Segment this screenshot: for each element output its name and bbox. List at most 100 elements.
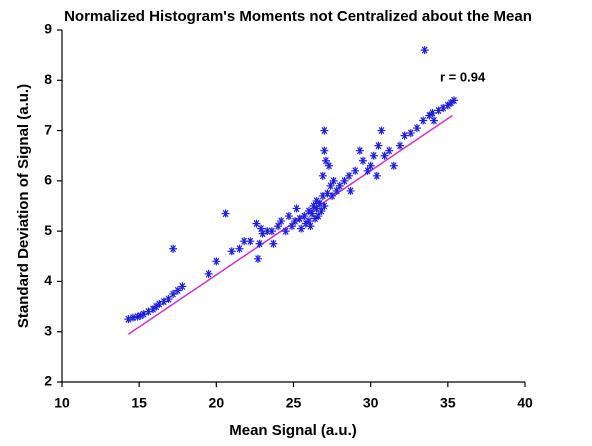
point [255,239,264,248]
point [406,129,415,138]
point [400,131,409,140]
point [173,286,182,295]
point [291,217,300,226]
point [152,302,161,311]
point [306,222,315,231]
point [240,237,249,246]
point [312,196,321,205]
x-tick-label: 40 [517,395,533,411]
point [324,161,333,170]
x-tick-label: 25 [286,395,302,411]
point [321,156,330,165]
point [340,176,349,185]
point [345,171,354,180]
y-tick-label: 7 [44,121,52,137]
y-axis-label: Standard Deviation of Signal (a.u.) [15,84,32,328]
point [257,224,266,233]
point [304,207,313,216]
point [235,244,244,253]
point [309,202,318,210]
point [221,209,230,218]
point [425,111,434,120]
point [164,295,173,304]
point [287,222,296,231]
point [159,297,168,306]
point [320,126,329,135]
point [320,202,329,210]
point [318,171,327,180]
point [254,254,263,263]
point [311,214,320,223]
point [252,219,261,228]
point [358,156,367,165]
point [301,219,310,228]
point [312,204,321,213]
point [326,181,335,190]
point [304,217,313,226]
point [269,239,278,248]
point [263,227,272,236]
point [169,244,178,253]
point [363,166,372,175]
point [395,141,404,150]
x-tick-label: 10 [54,395,70,411]
x-tick-label: 35 [440,395,456,411]
point [450,96,459,105]
point [328,191,337,200]
point [292,204,301,213]
point [389,161,398,170]
point [323,189,332,198]
point [281,227,290,236]
point [295,214,304,223]
point [428,108,437,117]
point [419,116,428,125]
x-axis-label: Mean Signal (a.u.) [229,422,357,439]
y-tick-label: 2 [44,373,52,389]
point [267,227,276,236]
annotation: r = 0.94 [440,69,486,84]
point [374,141,383,150]
y-tick-label: 3 [44,322,52,338]
point [246,237,255,246]
point [178,282,187,291]
point [377,126,386,135]
point [318,191,327,200]
y-tick-label: 8 [44,71,52,87]
y-tick-label: 5 [44,222,52,238]
point [133,312,142,321]
point [412,124,421,133]
point [149,305,158,314]
point [369,151,378,160]
point [212,257,221,266]
y-tick-label: 9 [44,21,52,37]
point [314,212,323,221]
point [346,186,355,195]
point [227,247,236,256]
x-tick-label: 20 [209,395,225,411]
y-tick-label: 6 [44,172,52,188]
point [155,300,164,309]
point [372,171,381,180]
point [434,106,443,115]
point [317,207,326,216]
point [300,212,309,221]
point [332,186,341,195]
point [308,209,317,218]
point [144,307,153,316]
point [274,222,283,231]
point [315,199,324,208]
point [385,146,394,155]
point [443,101,452,110]
point [128,313,137,322]
point [139,310,148,319]
point [258,229,267,238]
x-tick-label: 15 [131,395,147,411]
point [277,217,286,226]
point [297,224,306,233]
point [429,116,438,125]
point [124,315,133,324]
point [446,98,455,107]
point [366,161,375,170]
point [136,311,145,320]
